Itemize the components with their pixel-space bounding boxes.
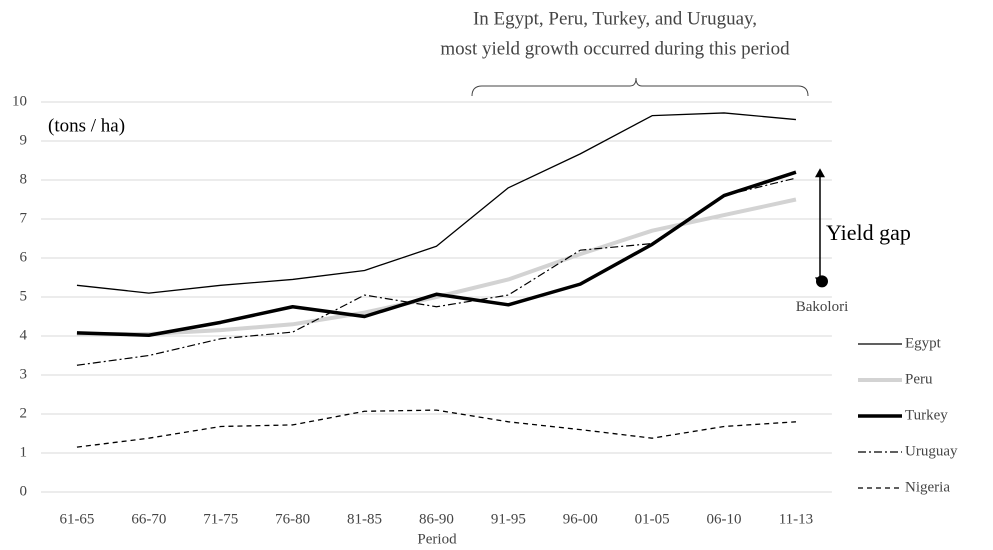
line-series xyxy=(76,177,797,366)
annotation: Yield gap xyxy=(826,220,911,245)
legend-label: Nigeria xyxy=(905,479,950,495)
arrow-head xyxy=(815,277,825,287)
line-series xyxy=(76,170,797,337)
x-tick-label: 11-13 xyxy=(779,511,813,527)
x-tick-label: 96-00 xyxy=(563,511,598,527)
x-tick-label: 01-05 xyxy=(635,511,670,527)
point-label: Bakolori xyxy=(796,299,849,315)
line-series xyxy=(76,112,797,294)
x-tick-label: 06-10 xyxy=(707,511,742,527)
x-tick-label: 81-85 xyxy=(347,511,382,527)
line-series xyxy=(76,197,797,337)
y-tick-label: 0 xyxy=(20,483,28,499)
brace xyxy=(471,77,809,97)
y-tick-label: 5 xyxy=(20,288,28,304)
annotation: In Egypt, Peru, Turkey, and Uruguay, xyxy=(473,8,757,29)
y-tick-label: 1 xyxy=(20,444,28,460)
arrow-head xyxy=(815,168,825,178)
legend-label: Peru xyxy=(905,371,933,387)
y-tick-label: 7 xyxy=(20,210,28,226)
line-series xyxy=(76,409,796,448)
y-tick-label: 4 xyxy=(20,327,28,343)
y-tick-label: 9 xyxy=(20,132,28,148)
unit-label: (tons / ha) xyxy=(48,115,125,136)
annotation: most yield growth occurred during this p… xyxy=(440,38,790,59)
y-tick-label: 8 xyxy=(20,171,28,187)
x-tick-label: 76-80 xyxy=(275,511,310,527)
y-tick-label: 2 xyxy=(20,405,28,421)
y-tick-label: 10 xyxy=(12,93,27,109)
legend-label: Egypt xyxy=(905,335,942,351)
x-tick-label: 71-75 xyxy=(203,511,238,527)
legend-label: Uruguay xyxy=(905,443,958,459)
x-axis-label: Period xyxy=(417,531,457,547)
y-tick-label: 6 xyxy=(20,249,28,265)
x-tick-label: 61-65 xyxy=(59,511,94,527)
x-tick-label: 86-90 xyxy=(419,511,454,527)
x-tick-label: 66-70 xyxy=(131,511,166,527)
y-tick-label: 3 xyxy=(20,366,28,382)
x-tick-label: 91-95 xyxy=(491,511,526,527)
legend-label: Turkey xyxy=(905,407,948,423)
